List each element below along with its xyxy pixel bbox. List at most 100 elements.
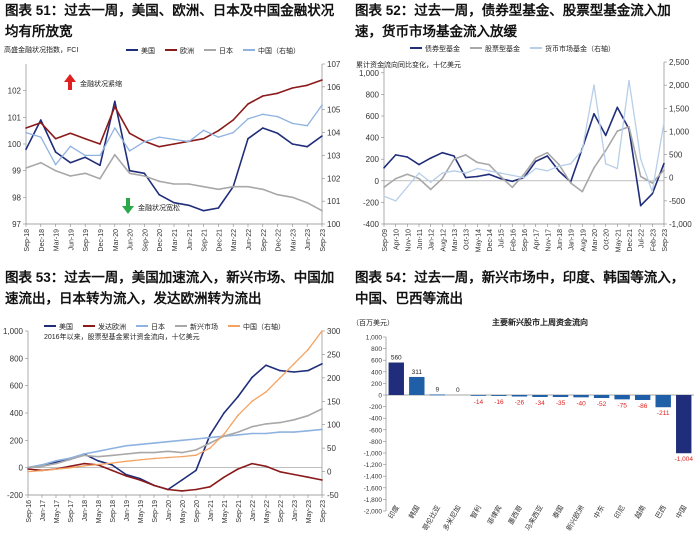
- data-point: [83, 465, 85, 467]
- legend-label: 货币市场基金（右轴）: [545, 44, 615, 53]
- data-point: [153, 451, 155, 454]
- x-tick-label: Jun-11: [417, 229, 424, 250]
- x-tick-label: Jan-21: [208, 500, 215, 522]
- chart-subtitle: 累计资金流向同比变化，十亿美元: [356, 60, 461, 69]
- bar: [676, 395, 692, 454]
- data-point: [604, 149, 607, 152]
- x-tick-label: May-20: [180, 500, 187, 523]
- data-point: [209, 486, 211, 488]
- data-point: [217, 188, 220, 191]
- data-point: [441, 177, 444, 180]
- chart-panel-53: 图表 53：过去一周，美国加速流入，新兴市场、中国加速流出，日本转为流入，发达欧…: [0, 267, 350, 534]
- x-tick-label: Jan-22: [250, 500, 257, 522]
- x-tick-label: 越南: [633, 504, 648, 521]
- data-point: [251, 376, 253, 379]
- series-line: [25, 104, 323, 166]
- x-tick-label: Sep-21: [202, 229, 209, 252]
- data-point: [223, 412, 225, 414]
- data-point: [307, 414, 309, 417]
- data-point: [534, 167, 537, 170]
- data-point: [265, 423, 267, 425]
- chart-panel-54: 图表 54：过去一周，新兴市场中，印度、韩国等流入，中国、巴西等流出 （百万美元…: [350, 267, 700, 534]
- data-point: [265, 432, 267, 435]
- data-point: [223, 433, 225, 435]
- down-arrow-icon: [122, 198, 134, 214]
- up-arrow-icon: [64, 74, 76, 90]
- x-tick-label: Sep-19: [83, 229, 90, 252]
- data-point: [143, 140, 146, 143]
- data-point: [195, 488, 197, 491]
- x-tick-label: Jun-19: [68, 229, 75, 251]
- data-point: [55, 468, 57, 471]
- data-point: [173, 143, 175, 145]
- data-point: [128, 132, 131, 135]
- x-tick-label: Jul-15: [499, 229, 506, 248]
- data-point: [523, 173, 525, 176]
- right-tick-label: 105: [327, 106, 341, 115]
- right-tick-label: -500: [669, 197, 686, 206]
- x-tick-label: Apr-17: [534, 229, 541, 250]
- x-tick-label: Oct-20: [604, 229, 611, 250]
- bar: [593, 395, 610, 399]
- data-point: [99, 164, 101, 167]
- data-point: [429, 181, 432, 184]
- x-tick-label: May-23: [306, 500, 313, 523]
- data-point: [488, 163, 490, 166]
- data-point: [209, 436, 211, 439]
- data-point: [99, 154, 101, 157]
- data-point: [453, 155, 455, 157]
- data-point: [251, 462, 253, 465]
- x-tick-label: 中国: [674, 504, 689, 521]
- data-point: [153, 457, 155, 460]
- data-point: [83, 454, 85, 457]
- x-tick-label: Dec-19: [98, 229, 105, 252]
- x-tick-label: Jun-21: [187, 229, 194, 251]
- data-point: [663, 162, 665, 165]
- data-point: [173, 183, 175, 185]
- x-tick-label: Mar-20: [592, 229, 599, 251]
- data-point: [616, 130, 619, 132]
- data-point: [41, 464, 43, 466]
- x-tick-label: Sep-23: [320, 229, 327, 252]
- data-point: [265, 391, 267, 393]
- data-point: [476, 161, 479, 164]
- data-point: [488, 173, 490, 176]
- data-point: [125, 475, 127, 477]
- data-point: [291, 196, 294, 199]
- data-point: [217, 207, 220, 209]
- bar: [511, 395, 528, 397]
- left-tick-label: 200: [366, 155, 380, 164]
- data-label: -26: [515, 400, 525, 407]
- data-point: [418, 172, 420, 174]
- data-point: [251, 400, 253, 403]
- data-point: [499, 172, 502, 174]
- data-point: [441, 172, 444, 174]
- data-point: [84, 137, 86, 140]
- data-point: [111, 464, 113, 466]
- data-point: [25, 131, 27, 134]
- data-point: [97, 455, 99, 458]
- data-point: [293, 371, 295, 373]
- series-line: [27, 462, 323, 492]
- data-point: [158, 180, 160, 183]
- x-tick-label: May-17: [54, 500, 61, 523]
- data-point: [97, 460, 99, 462]
- data-point: [97, 450, 99, 453]
- data-point: [276, 92, 279, 95]
- right-tick-label: 2,500: [669, 58, 690, 67]
- data-point: [125, 460, 127, 463]
- x-tick-label: May-19: [138, 500, 145, 523]
- data-point: [418, 163, 420, 166]
- data-label: -14: [474, 399, 484, 406]
- legend-label: 新兴市场: [190, 322, 218, 331]
- data-point: [202, 129, 205, 132]
- left-tick-label: 200: [10, 436, 24, 445]
- data-point: [202, 209, 205, 212]
- x-tick-label: Mar-23: [290, 229, 297, 251]
- x-tick-label: Mar-19: [54, 229, 61, 251]
- bar: [634, 395, 651, 400]
- x-tick-label: Sep-18: [110, 500, 117, 523]
- data-point: [247, 185, 249, 188]
- data-point: [321, 479, 323, 481]
- x-tick-label: Mar-21: [172, 229, 179, 251]
